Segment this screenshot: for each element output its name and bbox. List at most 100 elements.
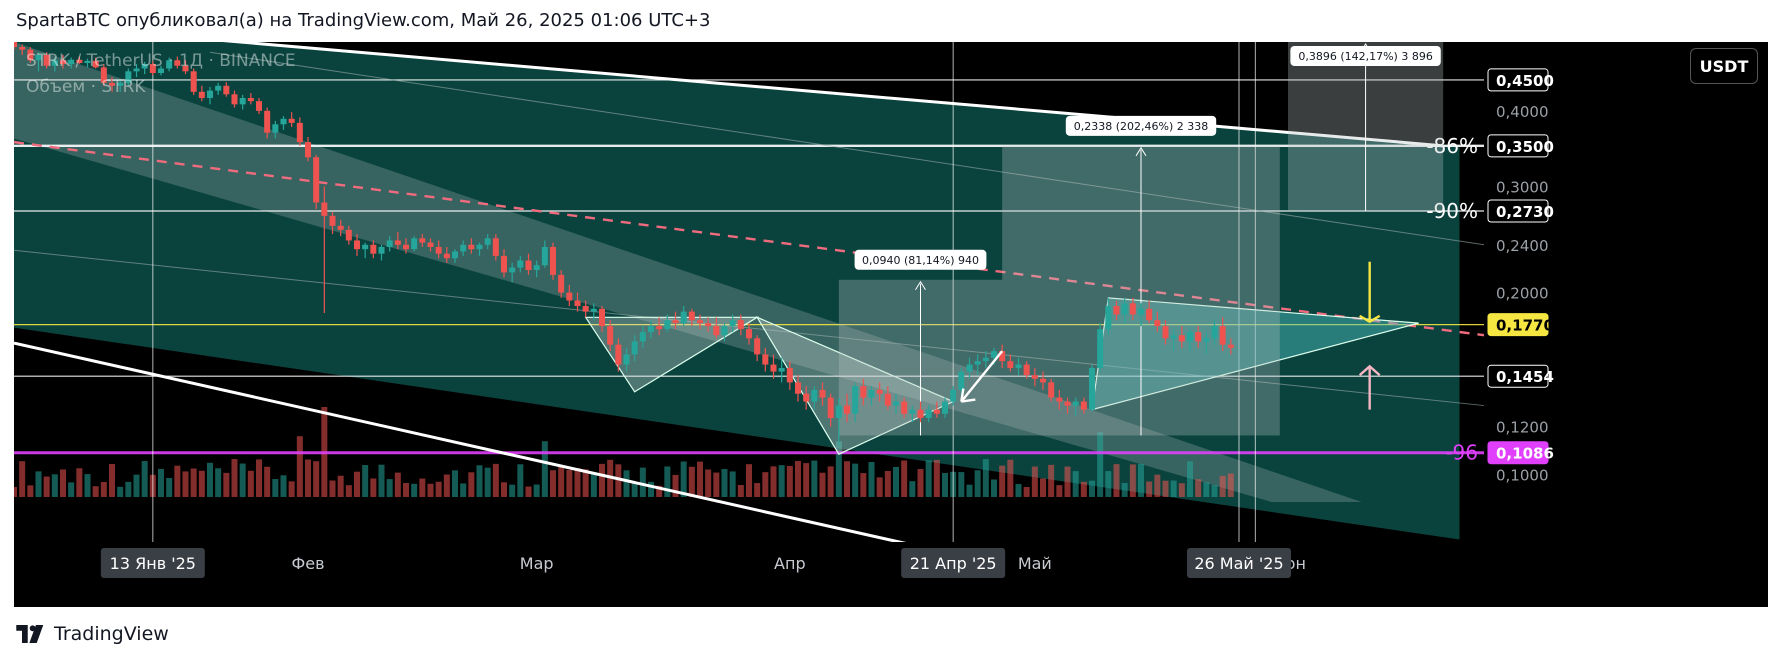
price-tick-label: 0,2000	[1496, 285, 1549, 303]
time-highlight-badge	[1187, 548, 1291, 578]
chart-panel[interactable]: -86% -90% -96 0,0940 (81,14%) 940 0,2338 (2…	[14, 42, 1768, 607]
candle	[1015, 357, 1022, 376]
volume-bar	[835, 441, 842, 497]
candle-body	[60, 60, 66, 65]
tradingview-logo-icon	[16, 625, 44, 643]
volume-bar	[958, 472, 965, 497]
volume-bar	[14, 487, 17, 497]
volume-bar	[737, 484, 744, 497]
candle	[1007, 354, 1014, 372]
candle-body	[1007, 361, 1014, 369]
candle	[435, 240, 442, 259]
candle	[1048, 378, 1055, 402]
volume-bar	[1056, 485, 1063, 497]
volume-bar	[394, 472, 401, 497]
candle-body	[247, 98, 254, 102]
currency-button[interactable]: USDT	[1690, 48, 1758, 84]
candle	[125, 68, 132, 86]
candle-body	[778, 368, 785, 372]
volume-bar	[942, 472, 948, 497]
volume-bar	[264, 466, 271, 497]
candle	[484, 234, 491, 250]
candle	[60, 54, 66, 69]
volume-bar	[1023, 486, 1030, 497]
candle	[1129, 297, 1136, 321]
volume-bar	[901, 460, 908, 497]
volume-bar	[60, 469, 66, 497]
candle	[207, 87, 213, 105]
volume-bar	[329, 480, 336, 497]
candle-body	[354, 240, 360, 250]
volume-legend[interactable]: Объем · STRK	[26, 77, 146, 97]
volume-bar	[117, 486, 124, 497]
candle-body	[394, 240, 401, 245]
candle-body	[321, 202, 328, 216]
candle	[729, 314, 736, 333]
volume-bar	[296, 436, 303, 497]
candle-body	[427, 242, 434, 247]
candle-body	[362, 244, 369, 250]
volume-bar	[174, 465, 181, 497]
candle-body	[541, 246, 548, 266]
volume-bar	[925, 460, 932, 497]
volume-bar	[182, 471, 189, 497]
volume-bar	[68, 482, 75, 497]
candle	[599, 306, 605, 333]
volume-bar	[876, 477, 883, 497]
symbol-legend[interactable]: STRK / TetherUS · 1Д · BINANCE	[26, 51, 296, 71]
volume-bar	[917, 469, 924, 497]
candle-body	[786, 368, 793, 383]
candle	[827, 393, 834, 427]
volume-bar	[1121, 482, 1128, 497]
candle-body	[92, 60, 99, 68]
volume-bar	[509, 484, 516, 497]
candle	[198, 85, 205, 102]
candle	[1031, 368, 1038, 387]
volume-bar	[525, 486, 532, 497]
candle-body	[835, 405, 842, 418]
candle	[1219, 317, 1226, 352]
candle	[460, 240, 467, 256]
candle-body	[729, 320, 736, 327]
candle-body	[860, 386, 867, 398]
candle-body	[958, 371, 965, 390]
candle	[427, 238, 434, 252]
candle	[958, 368, 965, 394]
measure-arrow-head	[1135, 146, 1147, 157]
candle-body	[574, 300, 581, 307]
candle-body	[1170, 335, 1177, 339]
candle-body	[884, 393, 891, 406]
candle	[982, 351, 989, 369]
level-percent-label: -96	[1445, 441, 1478, 465]
candle-body	[166, 60, 173, 69]
candle	[1056, 389, 1063, 410]
candle-body	[819, 389, 826, 398]
volume-bar	[933, 459, 940, 497]
candle-body	[1203, 338, 1210, 342]
candle	[19, 44, 26, 55]
volume-bar	[1015, 484, 1022, 497]
candle	[92, 57, 99, 69]
candle-body	[631, 341, 638, 355]
candle	[1105, 297, 1112, 336]
volume-bar	[713, 472, 720, 497]
price-level-badge-text: 0,2730	[1496, 203, 1554, 221]
candle-body	[599, 308, 605, 327]
candle	[1146, 300, 1153, 324]
candle	[607, 320, 614, 352]
volume-bar	[590, 473, 597, 497]
candle-body	[43, 54, 50, 66]
candle	[158, 65, 164, 76]
candle	[492, 234, 499, 261]
volume-bar	[1162, 480, 1169, 497]
volume-bar	[158, 468, 164, 497]
volume-bar	[582, 469, 589, 497]
volume-bar	[35, 471, 42, 497]
volume-bar	[51, 474, 58, 497]
candle-body	[615, 344, 622, 365]
candle	[174, 56, 181, 69]
price-tick-label: 0,3000	[1496, 178, 1549, 196]
candle	[925, 405, 932, 423]
candle	[27, 47, 34, 63]
